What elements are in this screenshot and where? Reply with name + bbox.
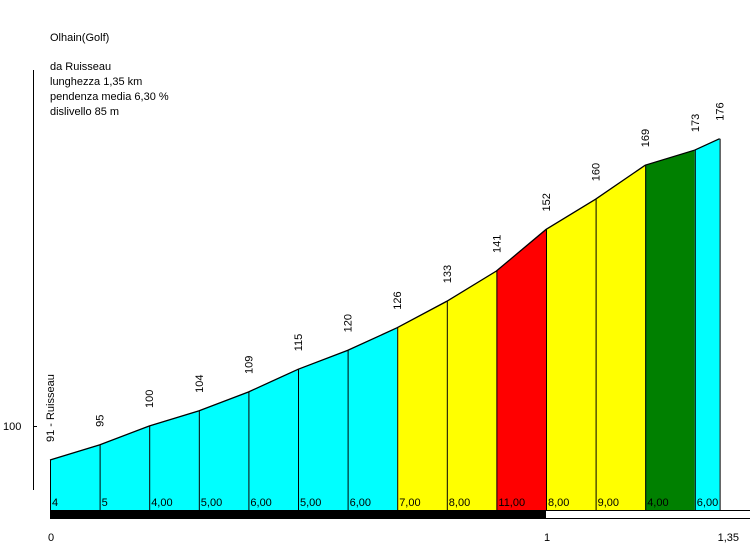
profile-segment [595,165,646,510]
climb-start: da Ruisseau [50,61,112,73]
segment-grade-label: 5 [102,497,108,509]
profile-segment [198,391,249,510]
profile-segment [645,150,695,510]
segment-grade-label: 7,00 [399,497,420,509]
climb-title: Olhain(Golf) [50,32,110,44]
segment-grade-label: 6,00 [250,497,271,509]
elevation-label: 104 [194,375,206,393]
segment-grade-label: 4 [52,497,58,509]
elevation-label: 133 [442,265,454,283]
segment-grade-label: 8,00 [548,497,569,509]
elevation-label: 173 [690,114,702,132]
segment-grade-label: 4,00 [647,497,668,509]
elevation-label: 100 [144,390,156,408]
elevation-label: 109 [243,356,255,374]
segment-grade-label: 11,00 [498,497,525,509]
elevation-label: 120 [343,314,355,332]
profile-segment [397,301,447,510]
segment-grade-label: 9,00 [598,497,619,509]
profile-line [49,138,720,461]
climb-elevation-gain: dislivello 85 m [50,106,120,118]
y-tick-label: 100 [3,421,21,433]
segment-grade-label: 4,00 [151,497,172,509]
profile-segment [50,444,100,510]
profile-segment [149,410,199,510]
profile-segment [694,138,720,510]
x-tick-label: 1 [544,532,550,544]
elevation-label: 126 [392,291,404,309]
segment-grade-label: 5,00 [201,497,222,509]
segment-grade-label: 5,00 [300,497,321,509]
elevation-label: 169 [640,129,652,147]
profile-segment [298,350,348,510]
segment-grade-label: 6,00 [350,497,371,509]
profile-segment [99,426,150,510]
climb-avg-grade: pendenza media 6,30 % [50,91,169,103]
profile-segment [496,229,546,510]
elevation-label: 160 [591,163,603,181]
elevation-label: 91 - Ruisseau [45,374,57,442]
elevation-label: 141 [491,235,503,253]
profile-segment [446,271,497,510]
elevation-label: 176 [715,102,727,120]
elevation-label: 95 [95,415,107,427]
segment-grade-label: 6,00 [697,497,718,509]
profile-segment [248,369,298,510]
distance-bar-filled [50,510,546,519]
profile-segment [546,199,596,510]
x-tick-label: 1,35 [718,532,739,544]
profile-segment [347,327,398,510]
x-tick-label: 0 [48,532,54,544]
segment-grade-label: 8,00 [449,497,470,509]
elevation-label: 115 [293,334,305,352]
elevation-label: 152 [541,193,553,211]
climb-length: lunghezza 1,35 km [50,76,143,88]
